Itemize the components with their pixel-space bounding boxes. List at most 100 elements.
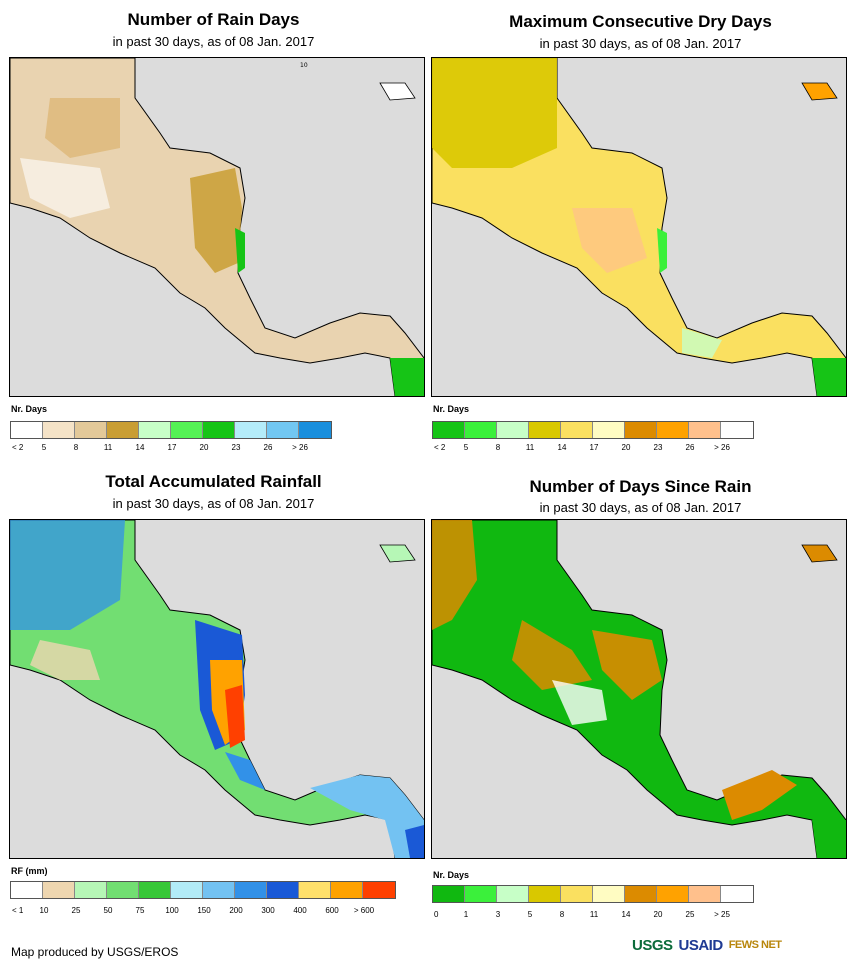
legend-tick-label: < 2 <box>434 443 446 452</box>
panel-subtitle: in past 30 days, as of 08 Jan. 2017 <box>539 36 742 51</box>
legend-tick-label: 25 <box>685 910 695 919</box>
legend-swatch <box>625 422 657 438</box>
legend-tick-label: 300 <box>261 906 275 915</box>
legend-swatch <box>267 882 299 898</box>
legend-swatch <box>331 882 363 898</box>
usgs-logo[interactable]: USGS <box>632 936 673 954</box>
legend-swatch <box>139 422 171 438</box>
panel-title: Number of Days Since Rain <box>529 477 752 496</box>
map-graphic <box>10 520 424 858</box>
legend-tick-label: 50 <box>103 906 113 915</box>
legend-tick-label: 11 <box>103 443 113 452</box>
legend-tick-label: > 25 <box>714 910 730 919</box>
panel-title: Maximum Consecutive Dry Days <box>509 12 772 31</box>
legend-tick-label: 8 <box>73 443 79 452</box>
legend-swatch <box>593 886 625 902</box>
legend-swatch <box>689 422 721 438</box>
legend-title: Nr. Days <box>11 404 48 414</box>
legend-tick-label: > 600 <box>353 906 375 915</box>
legend-tick-label: 14 <box>135 443 145 452</box>
map-days-since-rain[interactable] <box>431 519 847 859</box>
legend-dry-days <box>432 421 754 439</box>
legend-ticks: < 2 5 8 11 14 17 20 23 26 > 26 <box>432 443 752 455</box>
legend-swatch <box>721 422 753 438</box>
map-rain-days[interactable]: 10 <box>9 57 425 397</box>
legend-swatch <box>235 422 267 438</box>
legend-tick-label: 20 <box>653 910 663 919</box>
legend-tick-label: 100 <box>165 906 179 915</box>
legend-swatch <box>433 422 465 438</box>
legend-tick-label: 5 <box>527 910 533 919</box>
legend-swatch <box>43 882 75 898</box>
panel-subtitle: in past 30 days, as of 08 Jan. 2017 <box>112 34 315 49</box>
legend-swatch <box>11 882 43 898</box>
panel-total-rainfall: Total Accumulated Rainfall in past 30 da… <box>0 470 427 930</box>
map-dry-days[interactable] <box>431 57 847 397</box>
legend-swatch <box>171 882 203 898</box>
legend-tick-label: 400 <box>293 906 307 915</box>
agency-logos: USGS USAID FEWS NET <box>632 932 848 958</box>
legend-tick-label: 20 <box>621 443 631 452</box>
legend-tick-label: 10 <box>39 906 49 915</box>
panel-title: Total Accumulated Rainfall <box>105 472 322 491</box>
legend-tick-label: 5 <box>41 443 47 452</box>
legend-tick-label: 17 <box>167 443 177 452</box>
legend-swatch <box>593 422 625 438</box>
fews-net-logo[interactable]: FEWS NET <box>728 939 782 951</box>
legend-ticks: < 1 10 25 50 75 100 150 200 300 400 600 > 600 <box>10 906 394 918</box>
legend-swatch <box>625 886 657 902</box>
panel-rain-days: Number of Rain Days in past 30 days, as … <box>0 0 427 470</box>
legend-tick-label: 23 <box>653 443 663 452</box>
legend-tick-label: 8 <box>559 910 565 919</box>
legend-tick-label: < 1 <box>12 906 24 915</box>
legend-swatch <box>529 886 561 902</box>
legend-swatch <box>11 422 43 438</box>
map-graphic: 10 <box>10 58 424 396</box>
legend-swatch <box>43 422 75 438</box>
map-total-rainfall[interactable] <box>9 519 425 859</box>
legend-tick-label: 75 <box>135 906 145 915</box>
legend-swatch <box>465 886 497 902</box>
panel-title: Number of Rain Days <box>127 10 300 29</box>
legend-ticks: 0 1 3 5 8 11 14 20 25 > 25 <box>432 910 752 922</box>
legend-tick-label: 3 <box>495 910 501 919</box>
legend-tick-label: 14 <box>557 443 567 452</box>
legend-rain-days <box>10 421 332 439</box>
legend-tick-label: 23 <box>231 443 241 452</box>
credit-text: Map produced by USGS/EROS <box>11 945 179 959</box>
legend-title: RF (mm) <box>11 866 48 876</box>
map-label: 10 <box>300 62 308 69</box>
panel-days-since-rain: Number of Days Since Rain in past 30 day… <box>427 470 854 930</box>
usaid-logo[interactable]: USAID <box>678 936 724 954</box>
map-graphic <box>432 520 846 858</box>
panel-subtitle: in past 30 days, as of 08 Jan. 2017 <box>112 496 315 511</box>
legend-tick-label: 26 <box>685 443 695 452</box>
legend-swatch <box>75 882 107 898</box>
legend-tick-label: 1 <box>463 910 469 919</box>
map-graphic <box>432 58 846 396</box>
legend-swatch <box>689 886 721 902</box>
legend-title: Nr. Days <box>433 404 470 414</box>
legend-tick-label: 20 <box>199 443 209 452</box>
legend-swatch <box>299 882 331 898</box>
legend-swatch <box>235 882 267 898</box>
legend-swatch <box>107 422 139 438</box>
legend-tick-label: 600 <box>325 906 339 915</box>
panel-subtitle: in past 30 days, as of 08 Jan. 2017 <box>539 500 742 515</box>
legend-tick-label: 150 <box>197 906 211 915</box>
legend-swatch <box>171 422 203 438</box>
legend-tick-label: 8 <box>495 443 501 452</box>
legend-tick-label: 11 <box>525 443 535 452</box>
legend-swatch <box>497 886 529 902</box>
legend-swatch <box>497 422 529 438</box>
legend-swatch <box>107 882 139 898</box>
legend-total-rainfall <box>10 881 396 899</box>
legend-tick-label: > 26 <box>714 443 730 452</box>
legend-swatch <box>657 422 689 438</box>
legend-swatch <box>203 422 235 438</box>
legend-swatch <box>363 882 395 898</box>
legend-tick-label: 5 <box>463 443 469 452</box>
legend-tick-label: > 26 <box>292 443 308 452</box>
legend-tick-label: < 2 <box>12 443 24 452</box>
legend-swatch <box>299 422 331 438</box>
